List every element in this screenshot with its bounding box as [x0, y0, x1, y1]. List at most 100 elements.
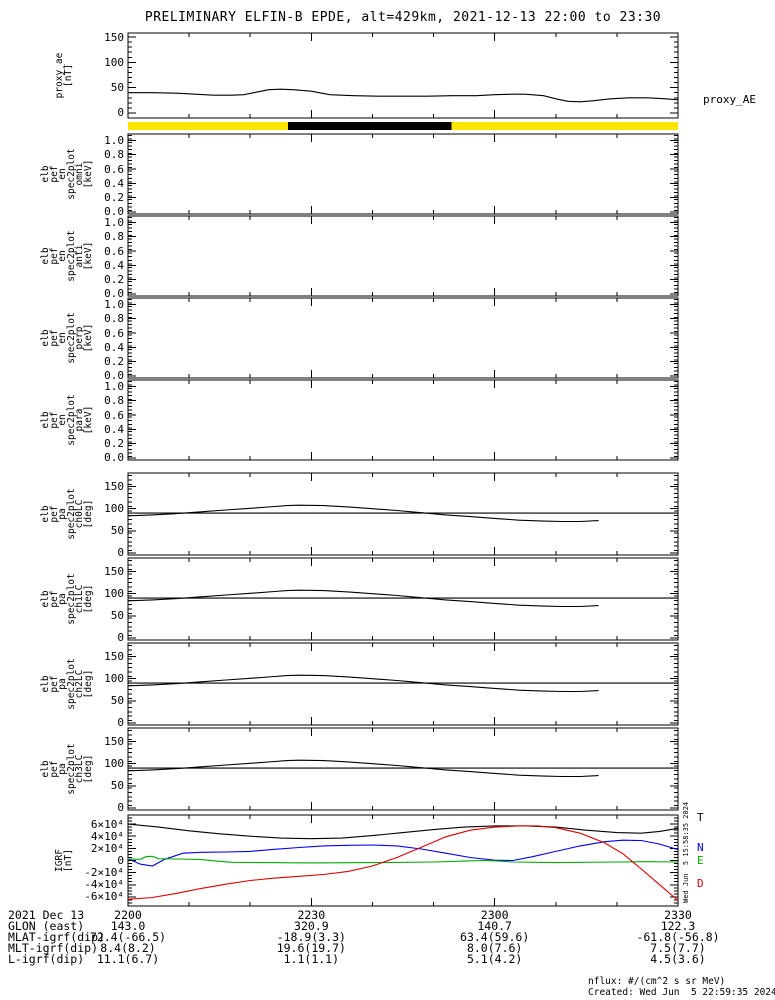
y-tick-label: -4×10⁴: [84, 878, 124, 892]
series-igrf-E: [128, 855, 678, 864]
legend-E: E: [697, 854, 704, 867]
panel-ylabel-en_spec_para: elb pef en spec2plot para [keV]: [40, 394, 94, 446]
panel-ticks-en_spec_para: [127, 380, 679, 460]
y-tick-label: 0.8: [104, 148, 124, 162]
time-tick-label: 2330: [664, 908, 692, 922]
y-tick-label: 0: [117, 801, 124, 815]
y-tick-label: 0.8: [104, 394, 124, 408]
y-tick-label: 100: [104, 757, 124, 771]
ephemeris-value: 143.0: [110, 919, 146, 933]
y-tick-label: 50: [110, 524, 124, 538]
y-tick-label: 1.0: [104, 215, 124, 229]
y-tick-label: 0.4: [104, 176, 124, 190]
y-tick-label: 1.0: [104, 133, 124, 147]
y-tick-label: 150: [104, 30, 124, 44]
ephemeris-value: 320.9: [294, 919, 329, 933]
y-tick-label: 0.6: [104, 162, 124, 176]
y-tick-label: 50: [110, 779, 124, 793]
ephemeris-row-label: 2021 Dec 13: [8, 908, 85, 922]
ephemeris-row-label: GLON (east): [8, 919, 85, 933]
time-tick-label: 2230: [297, 908, 326, 922]
y-tick-label: 0.0: [104, 287, 124, 301]
y-tick-label: 0.4: [104, 340, 124, 354]
y-tick-label: 100: [104, 55, 124, 69]
time-tick-label: 2200: [114, 908, 142, 922]
panel-frame-pa_spec_ch2LC: [127, 642, 679, 726]
series-igrf-N: [128, 839, 678, 867]
y-tick-label: 100: [104, 502, 124, 516]
y-tick-label: 0.0: [104, 369, 124, 383]
ephemeris-row-label: MLT-igrf(dip): [8, 941, 99, 955]
legend-N: N: [697, 841, 704, 854]
y-tick-label: 50: [110, 694, 124, 708]
panel-frame-en_spec_anti: [127, 215, 679, 297]
series-pa_spec_ch1LC-loss-cone: [128, 589, 599, 608]
panel-ylabel-igrf: IGRF [nT]: [54, 849, 74, 872]
legend-D: D: [697, 877, 704, 890]
availability-bar-segment: [288, 122, 452, 130]
panel-ylabel-pa_spec_ch0LC: elb pef pa spec2plot ch0LC [deg]: [40, 488, 94, 540]
series-pa_spec_ch3LC-loss-cone: [128, 759, 599, 778]
y-tick-label: 100: [104, 587, 124, 601]
y-tick-label: 0.0: [104, 205, 124, 219]
ephemeris-value: 72.4(-66.5): [89, 930, 167, 944]
y-tick-label: 6×10⁴: [90, 817, 124, 831]
panel-frame-proxy_ae: [127, 32, 679, 119]
y-tick-label: 0.6: [104, 244, 124, 258]
y-tick-label: 0.6: [104, 326, 124, 340]
ephemeris-value: -18.9(3.3): [276, 930, 346, 944]
y-tick-label: 50: [110, 609, 124, 623]
y-tick-label: 100: [104, 672, 124, 686]
units-note: nflux: #/(cm^2 s sr MeV): [588, 976, 726, 987]
series-pa_spec_ch2LC-loss-cone: [128, 674, 599, 693]
panel-ticks-pa_spec_ch3LC: [127, 728, 679, 810]
y-tick-label: 0.6: [104, 408, 124, 422]
y-tick-label: 0: [117, 631, 124, 645]
ephemeris-value: -61.8(-56.8): [636, 930, 720, 944]
y-tick-label: 0: [117, 106, 124, 120]
panel-frame-pa_spec_ch1LC: [127, 557, 679, 641]
panel-ylabel-en_spec_perp: elb pef en spec2plot perp [keV]: [40, 312, 94, 364]
y-tick-label: 1.0: [104, 297, 124, 311]
panel-ticks-pa_spec_ch0LC: [127, 473, 679, 555]
ephemeris-value: 122.3: [660, 919, 696, 933]
y-tick-label: 0.4: [104, 422, 124, 436]
panel-ylabel-pa_spec_ch3LC: elb pef pa spec2plot ch3LC [deg]: [40, 743, 94, 795]
ephemeris-value: 8.0(7.6): [466, 941, 523, 955]
y-tick-label: 150: [104, 480, 124, 494]
y-tick-label: 150: [104, 735, 124, 749]
series-proxy_ae-proxy_AE: [128, 88, 678, 103]
panel-ylabel-proxy_ae: proxy_ae [nT]: [54, 52, 74, 99]
ephemeris-value: 140.7: [477, 919, 512, 933]
y-tick-label: 0.4: [104, 258, 124, 272]
panel-frame-en_spec_omni: [127, 133, 679, 215]
y-tick-label: 0.2: [104, 437, 124, 451]
panel-ticks-pa_spec_ch2LC: [127, 643, 679, 725]
y-tick-label: 0.2: [104, 273, 124, 287]
series-pa_spec_ch0LC-loss-cone: [128, 504, 599, 523]
ephemeris-value: 7.5(7.7): [650, 941, 706, 955]
panel-ylabel-pa_spec_ch2LC: elb pef pa spec2plot ch2LC [deg]: [40, 658, 94, 710]
series-igrf-T: [128, 823, 678, 840]
panel-ylabel-pa_spec_ch1LC: elb pef pa spec2plot ch1LC [deg]: [40, 573, 94, 625]
panel-ticks-en_spec_omni: [127, 134, 679, 214]
ephemeris-row-label: L-igrf(dip): [8, 952, 85, 966]
panel-frame-pa_spec_ch3LC: [127, 727, 679, 811]
panel-ticks-en_spec_anti: [127, 216, 679, 296]
series-igrf-D: [128, 825, 678, 901]
ephemeris-value: 11.1(6.7): [96, 952, 160, 966]
availability-bar-segment: [451, 122, 678, 130]
y-tick-label: 0.0: [104, 451, 124, 465]
ephemeris-value: 1.1(1.1): [283, 952, 340, 966]
panel-frame-pa_spec_ch0LC: [127, 472, 679, 556]
y-tick-label: 4×10⁴: [90, 829, 124, 843]
y-tick-label: 0: [117, 716, 124, 730]
y-tick-label: 0.2: [104, 355, 124, 369]
created-note: Created: Wed Jun 5 22:59:35 2024: [588, 987, 775, 998]
panel-ylabel-en_spec_omni: elb pef en spec2plot omni [keV]: [40, 148, 94, 200]
ephemeris-value: 5.1(4.2): [466, 952, 523, 966]
panel-frame-en_spec_para: [127, 379, 679, 461]
y-tick-label: -6×10⁴: [84, 890, 124, 904]
y-tick-label: 2×10⁴: [90, 841, 124, 855]
